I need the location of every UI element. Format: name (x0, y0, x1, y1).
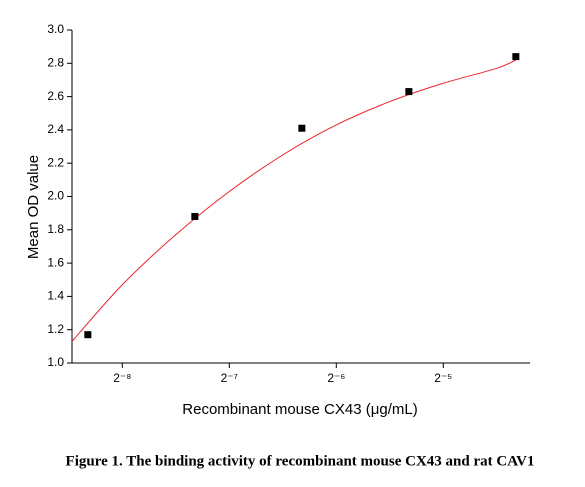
y-tick-label: 2.8 (47, 55, 64, 69)
y-tick-label: 2.2 (47, 155, 64, 169)
caption: Figure 1. The binding activity of recomb… (66, 453, 535, 469)
y-tick-label: 2.4 (47, 122, 64, 136)
y-tick-label: 1.2 (47, 322, 64, 336)
data-point (298, 124, 306, 132)
y-tick-label: 1.6 (47, 255, 64, 269)
data-point (512, 53, 520, 61)
y-tick-label: 3.0 (47, 22, 64, 36)
x-tick-label: 2⁻⁸ (113, 371, 131, 385)
y-tick-label: 1.4 (47, 289, 64, 303)
data-point (405, 88, 413, 96)
x-tick-label: 2⁻⁷ (221, 371, 238, 385)
fit-curve (71, 59, 517, 342)
x-tick-label: 2⁻⁶ (327, 371, 345, 385)
x-tick-label: 2⁻⁵ (434, 371, 452, 385)
y-tick-label: 2.6 (47, 89, 64, 103)
y-tick-label: 1.8 (47, 222, 64, 236)
y-tick-label: 1.0 (47, 355, 64, 369)
data-point (84, 331, 92, 339)
y-tick-label: 2.0 (47, 189, 64, 203)
x-axis-label: Recombinant mouse CX43 (μg/mL) (182, 401, 417, 418)
y-axis-label: Mean OD value (25, 155, 42, 259)
data-point (191, 212, 199, 220)
